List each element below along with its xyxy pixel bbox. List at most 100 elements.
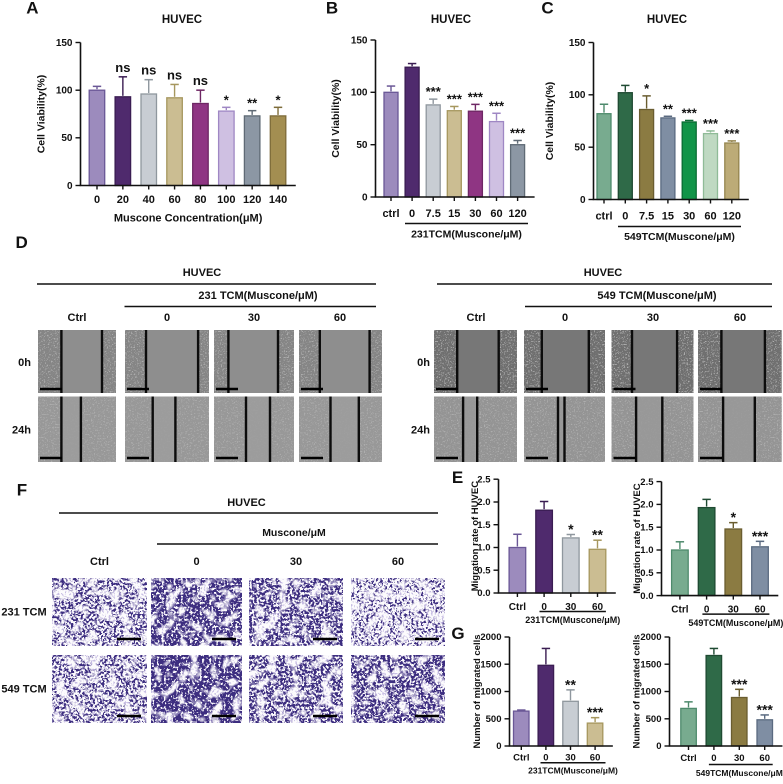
- svg-text:20: 20: [117, 194, 129, 206]
- svg-text:0: 0: [164, 312, 170, 324]
- svg-text:ns: ns: [141, 63, 156, 78]
- svg-text:1.5: 1.5: [640, 522, 654, 533]
- svg-text:549 TCM: 549 TCM: [1, 684, 46, 696]
- svg-text:150: 150: [56, 38, 73, 49]
- svg-text:***: ***: [703, 116, 719, 131]
- svg-text:60: 60: [734, 312, 746, 324]
- svg-text:**: **: [592, 527, 603, 543]
- svg-text:**: **: [565, 676, 576, 692]
- svg-text:140: 140: [269, 194, 287, 206]
- svg-text:***: ***: [752, 528, 769, 544]
- svg-text:1000: 1000: [640, 687, 661, 698]
- svg-text:60: 60: [392, 556, 404, 568]
- svg-text:231TCM(Muscone/μM): 231TCM(Muscone/μM): [528, 765, 618, 775]
- svg-text:60: 60: [592, 602, 604, 613]
- svg-text:*: *: [644, 81, 650, 96]
- svg-text:0: 0: [362, 192, 368, 203]
- svg-text:30: 30: [683, 211, 695, 223]
- svg-text:231TCM(Muscone/μM): 231TCM(Muscone/μM): [411, 229, 522, 241]
- svg-text:30: 30: [248, 312, 260, 324]
- svg-text:***: ***: [757, 701, 774, 717]
- svg-text:*: *: [568, 521, 574, 537]
- svg-text:120: 120: [243, 194, 261, 206]
- svg-text:50: 50: [356, 140, 368, 151]
- svg-text:2000: 2000: [480, 632, 501, 643]
- svg-text:120: 120: [508, 208, 526, 220]
- svg-text:***: ***: [426, 84, 442, 99]
- svg-text:Cell Viability(%): Cell Viability(%): [330, 79, 342, 158]
- svg-text:*: *: [275, 92, 281, 107]
- svg-text:120: 120: [723, 211, 741, 223]
- svg-text:ctrl: ctrl: [382, 208, 399, 220]
- svg-text:15: 15: [448, 208, 460, 220]
- svg-text:231 TCM(Muscone/μM): 231 TCM(Muscone/μM): [198, 290, 318, 302]
- svg-text:231TCM(Muscone/μM): 231TCM(Muscone/μM): [525, 615, 620, 625]
- svg-text:100: 100: [569, 90, 586, 101]
- svg-text:50: 50: [574, 143, 586, 154]
- svg-text:60: 60: [590, 753, 601, 764]
- svg-text:0.0: 0.0: [640, 591, 653, 602]
- svg-text:Migration rate of HUVEC: Migration rate of HUVEC: [632, 483, 643, 593]
- svg-text:HUVEC: HUVEC: [431, 14, 471, 26]
- svg-text:0: 0: [67, 181, 73, 192]
- svg-text:549 TCM(Muscone/μM): 549 TCM(Muscone/μM): [597, 290, 717, 302]
- svg-text:ns: ns: [115, 60, 130, 75]
- svg-text:0.5: 0.5: [640, 568, 654, 579]
- svg-text:Ctrl: Ctrl: [680, 753, 696, 764]
- svg-text:1500: 1500: [480, 659, 501, 670]
- svg-text:150: 150: [351, 35, 368, 46]
- svg-text:ns: ns: [193, 73, 208, 88]
- svg-text:Cell Viability(%): Cell Viability(%): [36, 75, 48, 154]
- svg-text:ns: ns: [167, 67, 182, 82]
- svg-text:0: 0: [94, 194, 100, 206]
- svg-text:***: ***: [447, 91, 463, 106]
- svg-text:549TCM(Muscone/μM): 549TCM(Muscone/μM): [688, 618, 783, 628]
- svg-text:HUVEC: HUVEC: [647, 14, 687, 26]
- svg-text:Ctrl: Ctrl: [671, 605, 688, 616]
- svg-text:**: **: [247, 96, 258, 111]
- svg-text:100: 100: [56, 86, 73, 97]
- svg-text:0: 0: [580, 195, 586, 206]
- svg-text:ctrl: ctrl: [595, 211, 612, 223]
- svg-text:Ctrl: Ctrl: [509, 602, 526, 613]
- svg-text:60: 60: [168, 194, 180, 206]
- svg-text:***: ***: [731, 676, 748, 692]
- svg-text:0.5: 0.5: [477, 565, 491, 576]
- svg-text:30: 30: [565, 753, 576, 764]
- svg-text:30: 30: [734, 753, 745, 764]
- svg-text:2000: 2000: [640, 632, 661, 643]
- svg-text:Muscone Concentration(μM): Muscone Concentration(μM): [114, 213, 263, 225]
- svg-text:80: 80: [194, 194, 206, 206]
- svg-text:HUVEC: HUVEC: [584, 267, 623, 279]
- svg-text:0: 0: [409, 208, 415, 220]
- svg-text:HUVEC: HUVEC: [227, 497, 266, 509]
- svg-text:549TCM(Muscone/μM): 549TCM(Muscone/μM): [624, 231, 735, 243]
- svg-text:15: 15: [662, 211, 674, 223]
- svg-text:1.0: 1.0: [640, 545, 653, 556]
- svg-text:60: 60: [490, 208, 502, 220]
- svg-text:HUVEC: HUVEC: [183, 267, 222, 279]
- svg-text:500: 500: [646, 714, 662, 725]
- svg-text:0h: 0h: [417, 357, 430, 369]
- svg-text:0: 0: [711, 753, 716, 764]
- svg-text:***: ***: [724, 126, 740, 141]
- svg-text:0.0: 0.0: [477, 588, 490, 599]
- svg-text:E: E: [452, 468, 463, 487]
- svg-text:1.5: 1.5: [477, 520, 491, 531]
- svg-text:0: 0: [193, 556, 199, 568]
- svg-text:2.5: 2.5: [640, 477, 654, 488]
- svg-text:24h: 24h: [12, 425, 31, 437]
- svg-text:B: B: [326, 0, 338, 18]
- svg-text:***: ***: [510, 125, 526, 140]
- svg-text:0: 0: [543, 753, 548, 764]
- svg-text:30: 30: [565, 602, 577, 613]
- svg-text:F: F: [17, 480, 27, 499]
- svg-text:30: 30: [647, 312, 659, 324]
- svg-text:*: *: [224, 92, 230, 107]
- svg-text:100: 100: [217, 194, 235, 206]
- svg-text:Ctrl: Ctrl: [68, 312, 87, 324]
- svg-text:***: ***: [587, 704, 604, 720]
- svg-text:549TCM(Muscone/μM): 549TCM(Muscone/μM): [696, 768, 783, 778]
- svg-text:0h: 0h: [18, 357, 31, 369]
- svg-text:D: D: [15, 233, 27, 252]
